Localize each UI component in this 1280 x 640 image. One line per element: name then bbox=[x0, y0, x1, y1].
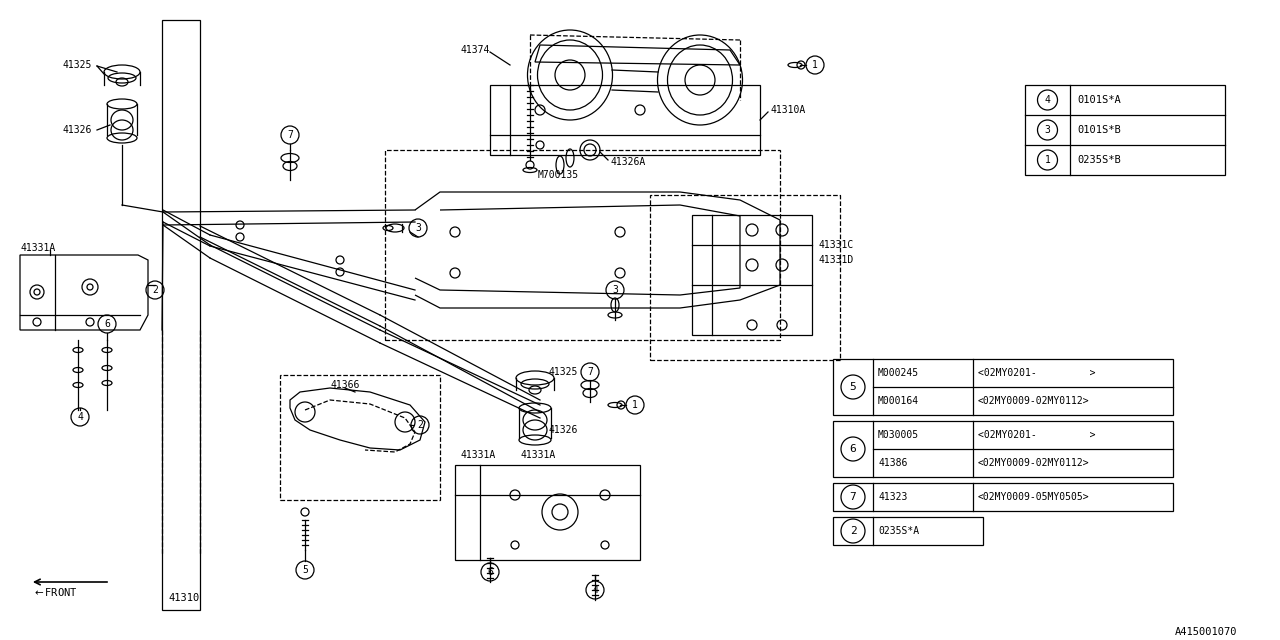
Text: 6: 6 bbox=[104, 319, 110, 329]
Text: 0235S*A: 0235S*A bbox=[878, 526, 919, 536]
Text: 1: 1 bbox=[632, 400, 637, 410]
Text: 41331D: 41331D bbox=[818, 255, 854, 265]
Text: 41331C: 41331C bbox=[818, 240, 854, 250]
Bar bbox=[1025, 85, 1225, 175]
Text: 0101S*B: 0101S*B bbox=[1076, 125, 1121, 135]
Text: M000164: M000164 bbox=[878, 396, 919, 406]
Bar bbox=[692, 215, 812, 335]
Text: <02MY0009-02MY0112>: <02MY0009-02MY0112> bbox=[978, 458, 1089, 468]
Text: 2: 2 bbox=[152, 285, 157, 295]
Text: <02MY0201-         >: <02MY0201- > bbox=[978, 368, 1096, 378]
Text: 3: 3 bbox=[1044, 125, 1051, 135]
Text: 41310A: 41310A bbox=[771, 105, 805, 115]
Bar bbox=[163, 20, 200, 610]
Text: 0101S*A: 0101S*A bbox=[1076, 95, 1121, 105]
Bar bbox=[280, 375, 440, 500]
Text: 7: 7 bbox=[588, 367, 593, 377]
Text: 41374: 41374 bbox=[460, 45, 489, 55]
Text: 3: 3 bbox=[612, 285, 618, 295]
Text: 7: 7 bbox=[850, 492, 856, 502]
Text: 4: 4 bbox=[77, 412, 83, 422]
Text: 0235S*B: 0235S*B bbox=[1076, 155, 1121, 165]
Text: A415001070: A415001070 bbox=[1175, 627, 1238, 637]
Bar bbox=[385, 150, 780, 340]
Text: 41366: 41366 bbox=[330, 380, 360, 390]
Text: M700135: M700135 bbox=[538, 170, 579, 180]
Text: $\leftarrow$FRONT: $\leftarrow$FRONT bbox=[32, 586, 78, 598]
Text: 41331A: 41331A bbox=[460, 450, 495, 460]
Bar bbox=[833, 421, 1172, 477]
Text: <02MY0009-05MY0505>: <02MY0009-05MY0505> bbox=[978, 492, 1089, 502]
Text: 4: 4 bbox=[593, 585, 598, 595]
Text: 41331A: 41331A bbox=[520, 450, 556, 460]
Text: M000245: M000245 bbox=[878, 368, 919, 378]
Bar bbox=[454, 465, 640, 560]
Bar bbox=[833, 359, 1172, 415]
Text: 3: 3 bbox=[415, 223, 421, 233]
Text: 41326: 41326 bbox=[61, 125, 91, 135]
Bar bbox=[833, 517, 983, 545]
Text: 41325: 41325 bbox=[548, 367, 577, 377]
Text: 6: 6 bbox=[850, 444, 856, 454]
Text: 41325: 41325 bbox=[61, 60, 91, 70]
Text: 4: 4 bbox=[1044, 95, 1051, 105]
Text: 1: 1 bbox=[812, 60, 818, 70]
Text: M030005: M030005 bbox=[878, 430, 919, 440]
Text: 41323: 41323 bbox=[878, 492, 908, 502]
Bar bbox=[490, 85, 760, 155]
Text: 41331A: 41331A bbox=[20, 243, 55, 253]
Text: 41310: 41310 bbox=[168, 593, 200, 603]
Text: 41326A: 41326A bbox=[611, 157, 645, 167]
Text: 2: 2 bbox=[417, 420, 422, 430]
Text: 6: 6 bbox=[488, 567, 493, 577]
Text: 5: 5 bbox=[302, 565, 308, 575]
Text: 1: 1 bbox=[1044, 155, 1051, 165]
Text: <02MY0009-02MY0112>: <02MY0009-02MY0112> bbox=[978, 396, 1089, 406]
Bar bbox=[833, 483, 1172, 511]
Text: 41386: 41386 bbox=[878, 458, 908, 468]
Text: 41326: 41326 bbox=[548, 425, 577, 435]
Bar bbox=[650, 195, 840, 360]
Text: 7: 7 bbox=[287, 130, 293, 140]
Text: <02MY0201-         >: <02MY0201- > bbox=[978, 430, 1096, 440]
Text: 2: 2 bbox=[850, 526, 856, 536]
Text: 5: 5 bbox=[850, 382, 856, 392]
